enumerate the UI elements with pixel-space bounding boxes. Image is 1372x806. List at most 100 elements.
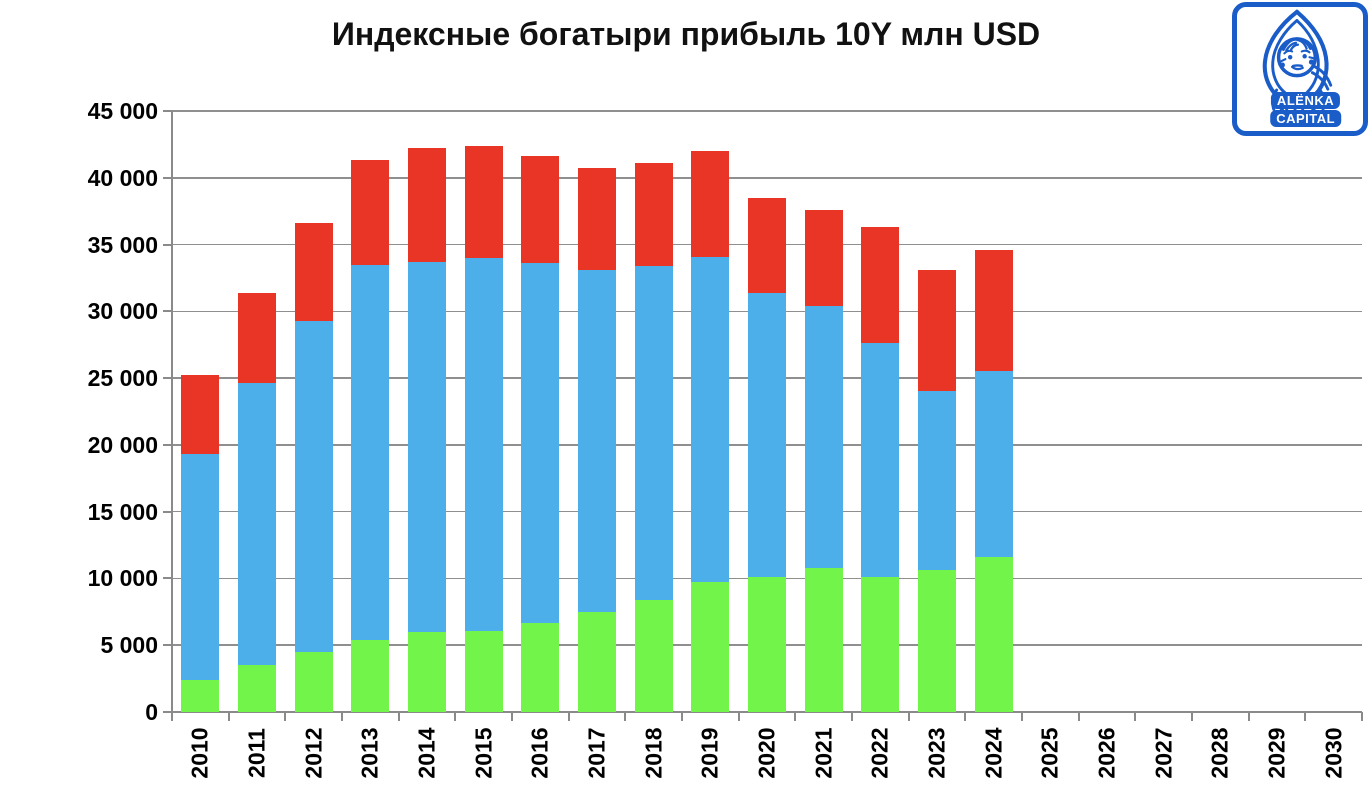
bar-2013-red-top-segment <box>351 160 390 265</box>
y-axis-tick <box>163 377 172 380</box>
bar-2015-red-top-segment <box>464 145 503 258</box>
x-axis-tick-label: 2020 <box>753 727 780 779</box>
y-axis-tick-label: 45 000 <box>87 98 158 124</box>
x-axis-tick <box>397 712 400 721</box>
x-axis-tick-label: 2011 <box>243 728 270 778</box>
bar-2023-blue-middle-segment <box>918 391 956 571</box>
y-axis-tick <box>163 577 172 580</box>
x-axis-tick-label: 2024 <box>980 727 1007 779</box>
bar-2019-blue-middle-segment <box>691 256 730 583</box>
bar-2022-green-bottom-segment <box>861 577 900 712</box>
y-axis-tick-label: 30 000 <box>87 298 158 325</box>
bar-2016-blue-middle-segment <box>521 263 560 623</box>
bar-2013-blue-middle-segment <box>351 264 390 640</box>
y-axis-tick <box>163 310 172 313</box>
x-axis-tick <box>567 712 570 721</box>
x-axis-tick-label: 2026 <box>1093 727 1120 779</box>
x-axis-tick <box>794 712 797 721</box>
y-axis-line <box>171 111 173 712</box>
logo-text-alenka: ALЁNKA <box>1270 92 1341 109</box>
bar-2021-green-bottom-segment <box>804 567 843 712</box>
bar-2017-blue-middle-segment <box>578 269 616 612</box>
x-axis-tick <box>1077 712 1080 721</box>
bar-2018-blue-middle-segment <box>634 265 673 600</box>
bar-2013-green-bottom-segment <box>351 639 390 712</box>
bar-2012-red-top-segment <box>294 223 333 321</box>
bar-2014-green-bottom-segment <box>408 631 446 712</box>
bar-2024-red-top-segment <box>974 249 1013 372</box>
x-axis-tick-label: 2018 <box>640 727 667 779</box>
x-axis-tick <box>964 712 967 721</box>
bar-2019-red-top-segment <box>691 151 730 257</box>
y-axis-tick <box>163 176 172 179</box>
bar-2020-blue-middle-segment <box>748 292 786 578</box>
y-axis-tick <box>163 243 172 246</box>
y-axis-tick <box>163 443 172 446</box>
y-axis-tick-label: 10 000 <box>87 565 158 592</box>
y-axis-tick-label: 35 000 <box>87 231 158 258</box>
x-axis-tick <box>1304 712 1307 721</box>
bar-2019-green-bottom-segment <box>691 582 730 712</box>
bar-2015-blue-middle-segment <box>464 257 503 631</box>
x-axis-tick <box>737 712 740 721</box>
bar-2022-blue-middle-segment <box>861 343 900 578</box>
bar-2022-red-top-segment <box>861 227 900 344</box>
bar-2017-red-top-segment <box>578 168 616 270</box>
y-axis-tick-label: 40 000 <box>87 164 158 191</box>
x-axis-tick <box>907 712 910 721</box>
x-axis-tick-label: 2010 <box>186 727 213 779</box>
x-axis-tick <box>851 712 853 721</box>
chart-title: Индексные богатыри прибыль 10Y млн USD <box>331 16 1041 52</box>
bar-2012-blue-middle-segment <box>294 320 333 652</box>
bar-2010-red-top-segment <box>181 375 220 455</box>
bar-2011-blue-middle-segment <box>238 383 276 666</box>
x-axis-tick-label: 2030 <box>1320 727 1347 779</box>
x-axis-tick-label: 2016 <box>526 727 553 779</box>
bar-2021-blue-middle-segment <box>804 305 843 568</box>
x-axis-tick <box>511 712 513 721</box>
x-axis-tick-label: 2022 <box>866 727 893 779</box>
bar-2011-red-top-segment <box>238 292 276 384</box>
x-axis-tick <box>454 712 457 721</box>
bar-2016-green-bottom-segment <box>521 622 560 712</box>
y-gridline <box>172 110 1362 112</box>
bar-2010-blue-middle-segment <box>181 454 220 680</box>
bar-2015-green-bottom-segment <box>464 630 503 712</box>
x-axis-tick-label: 2019 <box>696 727 723 779</box>
y-axis-tick-label: 20 000 <box>87 431 158 458</box>
x-axis-tick <box>341 712 343 721</box>
logo-text-capital: CAPITAL <box>1270 110 1342 127</box>
x-axis-tick <box>1134 712 1137 721</box>
bar-2024-green-bottom-segment <box>974 557 1013 712</box>
bar-2016-red-top-segment <box>521 156 560 264</box>
y-axis-tick-label: 15 000 <box>87 498 158 525</box>
y-axis-tick <box>163 110 172 112</box>
alenka-capital-logo: ALЁNKA CAPITAL <box>1232 2 1368 136</box>
x-axis-tick <box>284 712 287 721</box>
x-axis-line <box>171 711 1362 713</box>
x-axis-tick-label: 2029 <box>1263 727 1290 779</box>
bar-2018-green-bottom-segment <box>634 599 673 712</box>
x-axis-tick <box>1021 712 1023 721</box>
bar-2020-red-top-segment <box>748 197 786 293</box>
x-axis-tick-label: 2015 <box>470 727 497 779</box>
x-axis-tick-label: 2028 <box>1206 727 1233 779</box>
x-axis-tick-label: 2013 <box>356 727 383 779</box>
x-axis-tick <box>681 712 683 721</box>
bar-2020-green-bottom-segment <box>748 577 786 712</box>
y-axis-tick <box>163 510 172 513</box>
x-axis-tick-label: 2025 <box>1036 727 1063 779</box>
x-axis-tick <box>1191 712 1193 721</box>
x-axis-tick <box>227 712 230 721</box>
y-gridline <box>172 176 1362 179</box>
x-axis-tick <box>1361 712 1363 721</box>
bar-2014-red-top-segment <box>408 148 446 262</box>
y-axis-tick-label: 0 <box>145 699 158 725</box>
y-axis-tick-label: 25 000 <box>87 365 158 392</box>
bar-2018-red-top-segment <box>634 163 673 266</box>
bar-2021-red-top-segment <box>804 209 843 306</box>
bar-2023-red-top-segment <box>918 269 956 392</box>
x-axis-tick-label: 2012 <box>300 727 327 779</box>
x-axis-tick-label: 2021 <box>810 727 837 779</box>
